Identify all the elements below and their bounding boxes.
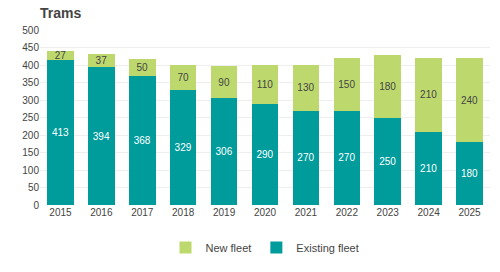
svg-text:150: 150 <box>338 79 355 90</box>
svg-text:37: 37 <box>96 55 108 66</box>
svg-text:300: 300 <box>22 95 39 106</box>
svg-text:50: 50 <box>136 62 148 73</box>
svg-text:2019: 2019 <box>213 207 236 218</box>
svg-text:500: 500 <box>22 25 39 36</box>
svg-text:50: 50 <box>28 182 40 193</box>
svg-text:270: 270 <box>297 152 314 163</box>
svg-text:27: 27 <box>55 50 67 61</box>
svg-text:250: 250 <box>379 156 396 167</box>
svg-text:200: 200 <box>22 130 39 141</box>
svg-text:180: 180 <box>461 168 478 179</box>
svg-text:Trams: Trams <box>40 5 81 21</box>
svg-text:306: 306 <box>216 146 233 157</box>
svg-text:180: 180 <box>379 81 396 92</box>
svg-text:2017: 2017 <box>131 207 154 218</box>
svg-text:350: 350 <box>22 77 39 88</box>
svg-text:2022: 2022 <box>336 207 359 218</box>
svg-text:2020: 2020 <box>254 207 277 218</box>
svg-text:394: 394 <box>93 131 110 142</box>
svg-text:250: 250 <box>22 112 39 123</box>
svg-text:2018: 2018 <box>172 207 195 218</box>
svg-text:329: 329 <box>175 142 192 153</box>
svg-text:Existing fleet: Existing fleet <box>296 242 358 254</box>
svg-text:2025: 2025 <box>458 207 481 218</box>
svg-text:290: 290 <box>256 149 273 160</box>
svg-text:2024: 2024 <box>418 207 441 218</box>
svg-text:210: 210 <box>420 89 437 100</box>
svg-text:2023: 2023 <box>377 207 400 218</box>
svg-text:2016: 2016 <box>90 207 113 218</box>
svg-text:400: 400 <box>22 60 39 71</box>
svg-text:2021: 2021 <box>295 207 318 218</box>
svg-text:270: 270 <box>338 152 355 163</box>
svg-text:130: 130 <box>297 82 314 93</box>
svg-text:368: 368 <box>134 135 151 146</box>
svg-text:0: 0 <box>33 200 39 211</box>
svg-text:413: 413 <box>52 127 69 138</box>
svg-text:90: 90 <box>218 77 230 88</box>
svg-text:150: 150 <box>22 147 39 158</box>
svg-text:110: 110 <box>257 79 273 90</box>
svg-text:70: 70 <box>177 72 189 83</box>
svg-text:210: 210 <box>420 163 437 174</box>
svg-text:New fleet: New fleet <box>206 242 252 254</box>
svg-text:450: 450 <box>22 42 39 53</box>
svg-text:100: 100 <box>22 165 39 176</box>
svg-text:240: 240 <box>461 95 478 106</box>
svg-text:2015: 2015 <box>49 207 72 218</box>
